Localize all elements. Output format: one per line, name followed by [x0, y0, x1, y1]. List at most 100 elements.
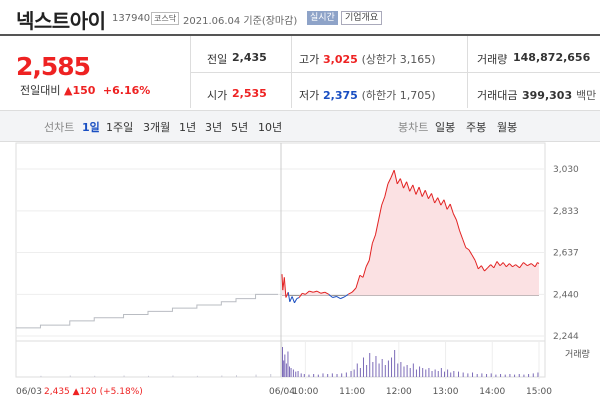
volume-bar: [378, 363, 380, 377]
price-segment: [499, 262, 504, 267]
volume-bar: [400, 362, 402, 377]
price-segment: [496, 261, 501, 266]
realtime-button[interactable]: 실시간: [307, 11, 338, 25]
upper-limit: (상한가 3,165): [361, 53, 436, 66]
price-segment: [455, 219, 461, 231]
amount-value: 399,303: [522, 89, 573, 102]
x-tick-label: 15:00: [526, 387, 552, 397]
volume-bar: [353, 369, 355, 377]
header-divider: [0, 34, 600, 36]
price-segment: [291, 296, 295, 304]
period-5y-tab[interactable]: 5년: [231, 121, 249, 134]
price-segment: [502, 262, 507, 268]
prev-day-change: 120: [80, 387, 97, 397]
period-3m-tab[interactable]: 3개월: [143, 121, 171, 134]
price-segment: [287, 292, 291, 302]
volume-bar: [447, 369, 449, 377]
period-1y-tab[interactable]: 1년: [179, 121, 197, 134]
volume-bar: [434, 369, 436, 377]
price-segment: [324, 291, 329, 295]
prev-volume-bar: [94, 375, 96, 377]
price-segment: [530, 263, 536, 268]
volume-bar: [490, 373, 492, 377]
price-segment: [449, 203, 454, 214]
stock-code: 137940: [112, 13, 151, 24]
price-segment: [477, 265, 482, 270]
price-block: 2,585: [16, 52, 91, 81]
volume-bar: [290, 368, 292, 377]
open-value: 2,535: [232, 87, 267, 100]
price-segment: [381, 196, 386, 206]
prev-day-close: 2,435: [44, 387, 70, 397]
price-segment: [283, 277, 287, 298]
change-percent: +6.16%: [102, 84, 151, 97]
volume-bar: [289, 366, 291, 377]
prev-volume-bar: [255, 374, 257, 377]
price-segment: [390, 169, 395, 178]
volume-bar: [486, 374, 488, 377]
period-1d-tab[interactable]: 1일: [82, 121, 100, 134]
price-segment: [519, 262, 524, 269]
price-segment: [427, 193, 432, 199]
prev-volume-bar: [236, 375, 237, 377]
volume-bar: [300, 373, 302, 377]
price-fill-area: [282, 170, 539, 296]
period-1w-tab[interactable]: 1주일: [106, 121, 134, 134]
price-segment: [437, 197, 442, 206]
price-segment: [344, 293, 349, 298]
price-segment: [347, 291, 353, 295]
price-segment: [340, 296, 345, 300]
price-segment: [484, 267, 488, 272]
volume-bar: [372, 362, 374, 377]
volume-bar: [458, 371, 460, 377]
price-segment: [336, 296, 341, 300]
candle-weekly-tab[interactable]: 주봉: [466, 121, 487, 134]
x-tick-label: 13:00: [433, 387, 459, 397]
volume-bar: [537, 372, 539, 377]
price-segment: [505, 263, 510, 268]
volume-bar: [518, 374, 520, 377]
volume-bar: [514, 374, 516, 377]
x-tick-label: 14:00: [479, 387, 505, 397]
volume-bar: [287, 351, 289, 377]
volume-bar: [345, 372, 347, 377]
volume-bar: [422, 368, 424, 377]
price-segment: [412, 184, 417, 195]
volume-bar: [450, 372, 452, 377]
period-3y-tab[interactable]: 3년: [205, 121, 223, 134]
price-segment: [362, 266, 367, 278]
volume-bar: [331, 373, 333, 377]
volume-bar: [406, 365, 408, 377]
y-tick-label: 3,030: [553, 165, 579, 175]
price-segment: [387, 177, 392, 185]
price-segment: [434, 197, 439, 204]
prev-volume-bar: [270, 374, 272, 377]
volume-bar: [369, 353, 371, 377]
price-segment: [396, 178, 401, 185]
volume-bar: [476, 374, 478, 377]
volume-bar: [504, 374, 506, 377]
price-segment: [431, 193, 436, 204]
company-overview-button[interactable]: 기업개요: [341, 11, 383, 25]
volume-bar: [532, 373, 534, 377]
price-lines: [16, 169, 540, 329]
candle-daily-tab[interactable]: 일봉: [435, 121, 456, 134]
candle-monthly-tab[interactable]: 월봉: [497, 121, 518, 134]
volume-value: 148,872,656: [513, 51, 591, 64]
price-segment: [418, 186, 423, 197]
price-segment: [302, 292, 306, 295]
price-segment: [309, 290, 314, 293]
open-label: 시가: [207, 89, 228, 102]
volume-label: 거래량: [477, 53, 508, 66]
low-label: 저가: [299, 89, 320, 102]
current-price: 2,585: [16, 52, 91, 81]
volume-bar: [308, 374, 310, 377]
y-tick-label: 2,833: [553, 207, 579, 217]
price-segment: [424, 190, 429, 199]
price-segment: [393, 169, 398, 184]
price-segment: [298, 292, 303, 298]
price-segment: [446, 203, 451, 210]
period-10y-tab[interactable]: 10년: [258, 121, 283, 134]
